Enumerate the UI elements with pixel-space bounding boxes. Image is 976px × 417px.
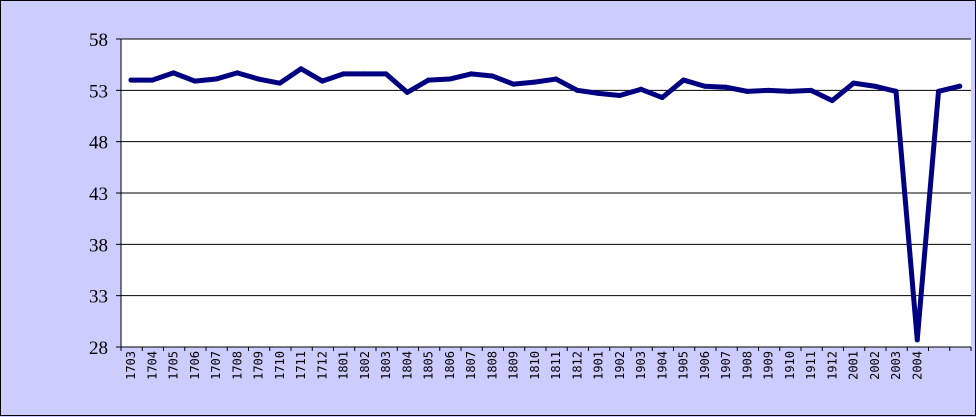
data-point	[128, 77, 134, 83]
data-point	[638, 86, 644, 92]
data-point	[468, 71, 474, 77]
data-point	[893, 88, 899, 94]
x-tick-label: 1807	[464, 351, 478, 380]
data-point	[808, 87, 814, 93]
x-tick-label: 1804	[400, 351, 414, 380]
data-point	[851, 80, 856, 86]
data-point	[596, 90, 601, 96]
x-tick-label: 1710	[273, 351, 287, 380]
data-point	[744, 88, 750, 94]
x-tick-label: 1806	[443, 351, 457, 380]
data-point	[192, 78, 198, 84]
x-tick-label: 2001	[847, 351, 861, 380]
data-point	[829, 98, 835, 104]
data-point	[702, 83, 708, 89]
x-tick-label: 1812	[570, 351, 584, 380]
y-tick-label: 48	[89, 133, 108, 154]
x-tick-label: 1905	[677, 351, 691, 380]
data-point	[404, 89, 410, 95]
data-point	[298, 66, 304, 72]
x-tick-label: 1712	[315, 351, 329, 380]
data-point	[149, 77, 155, 83]
x-tick-label: 1810	[528, 351, 542, 380]
x-tick-label: 1910	[783, 351, 797, 380]
data-point	[489, 73, 495, 79]
x-tick-label: 1902	[613, 351, 627, 380]
x-tick-label: 1801	[337, 351, 351, 380]
y-tick-label: 53	[89, 81, 108, 102]
series-line	[128, 66, 963, 343]
data-point	[617, 92, 623, 98]
data-point	[659, 95, 665, 101]
x-tick-label: 1901	[592, 351, 606, 380]
data-point	[426, 77, 431, 83]
x-tick-label: 1809	[507, 351, 521, 380]
y-tick-label: 58	[89, 30, 108, 51]
x-tick-label: 1912	[825, 351, 839, 380]
data-point	[383, 71, 389, 77]
x-tick-label: 2004	[910, 351, 924, 380]
data-point	[319, 78, 325, 84]
x-tick-label: 1711	[294, 351, 308, 380]
data-point	[341, 71, 346, 77]
y-tick-label: 43	[89, 184, 108, 205]
data-point	[574, 87, 580, 93]
x-tick-label: 1908	[740, 351, 754, 380]
x-tick-label: 1703	[124, 351, 138, 380]
x-tick-label: 1707	[209, 351, 223, 380]
x-tick-label: 1704	[145, 351, 159, 380]
data-point	[234, 70, 240, 76]
data-point	[171, 70, 176, 76]
data-point	[681, 77, 686, 83]
x-tick-label: 1706	[188, 351, 202, 380]
x-tick-label: 1705	[167, 351, 181, 380]
x-tick-label: 1909	[762, 351, 776, 380]
x-tick-label: 1709	[252, 351, 266, 380]
x-tick-label: 1803	[379, 351, 393, 380]
data-point	[766, 87, 771, 93]
data-point	[213, 76, 219, 82]
data-point	[872, 83, 878, 89]
y-tick-label: 28	[89, 338, 108, 359]
data-point	[277, 80, 283, 86]
x-tick-label: 1904	[655, 351, 669, 380]
data-point	[914, 337, 920, 343]
x-tick-label: 2002	[868, 351, 882, 380]
x-tick-label: 1808	[485, 351, 499, 380]
x-tick-label: 2003	[889, 351, 903, 380]
x-tick-label: 1907	[719, 351, 733, 380]
x-tick-label: 1708	[230, 351, 244, 380]
y-tick-label: 38	[89, 235, 108, 256]
x-tick-label: 1811	[549, 351, 563, 380]
data-point	[256, 76, 261, 82]
data-point	[723, 84, 729, 90]
x-tick-label: 1805	[422, 351, 436, 380]
data-point	[957, 83, 963, 89]
x-tick-label: 1906	[698, 351, 712, 380]
data-point	[447, 76, 453, 82]
data-point	[553, 76, 559, 82]
x-tick-label: 1903	[634, 351, 648, 380]
data-point	[362, 71, 368, 77]
data-point	[936, 88, 941, 94]
y-tick-label: 33	[89, 287, 108, 308]
x-tick-label: 1911	[804, 351, 818, 380]
data-point	[532, 79, 538, 85]
data-point	[511, 81, 516, 87]
data-point	[787, 88, 793, 94]
x-tick-label: 1802	[358, 351, 372, 380]
